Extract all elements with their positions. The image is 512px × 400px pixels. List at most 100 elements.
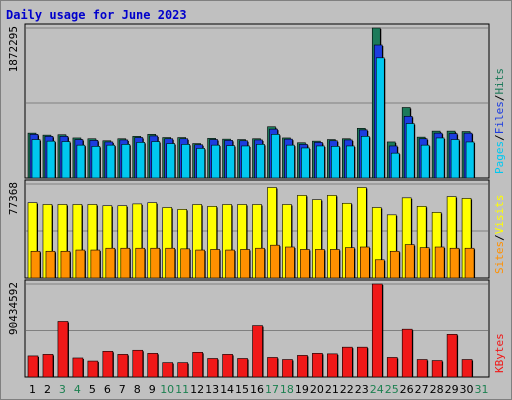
bar-kbytes-day-30 xyxy=(461,359,473,378)
day-label-31: 31 xyxy=(475,383,489,396)
bar-sites-day-20 xyxy=(315,249,325,279)
bar-pages-day-25 xyxy=(390,152,400,179)
day-label-2: 2 xyxy=(44,383,51,396)
legend-entry-kbytes-0: KBytes xyxy=(493,333,506,373)
day-label-16: 16 xyxy=(250,383,264,396)
bar-sites-day-25 xyxy=(389,250,400,279)
day-label-17: 17 xyxy=(265,383,279,396)
bar-sites-day-14 xyxy=(225,249,235,279)
day-label-19: 19 xyxy=(295,383,309,396)
bar-pages-day-24 xyxy=(375,57,385,179)
legend-visits-sites: Sites/Visits xyxy=(493,195,506,275)
bar-sites-day-11 xyxy=(180,248,190,279)
legend-entry-pages-files-hits-0: Pages xyxy=(493,141,506,174)
bar-kbytes-day-27 xyxy=(416,359,428,378)
bar-sites-day-9 xyxy=(150,247,161,279)
day-label-13: 13 xyxy=(205,383,219,396)
bar-sites-day-28 xyxy=(434,246,445,279)
bar-pages-day-17 xyxy=(271,134,280,179)
legend-entry-pages-files-hits-3: / xyxy=(493,95,506,102)
day-label-22: 22 xyxy=(340,383,354,396)
legend-entry-pages-files-hits-2: Files xyxy=(493,101,506,134)
bar-kbytes-day-28 xyxy=(431,360,443,378)
bar-pages-day-26 xyxy=(405,123,415,179)
legend-entry-pages-files-hits-4: Hits xyxy=(493,68,506,95)
bar-pages-day-27 xyxy=(420,144,430,179)
bar-kbytes-day-18 xyxy=(282,359,293,378)
bar-sites-day-5 xyxy=(90,249,101,279)
legend-pages-files-hits: Pages/Files/Hits xyxy=(493,68,506,174)
bar-pages-day-13 xyxy=(211,144,220,179)
bar-kbytes-day-7 xyxy=(117,354,129,378)
day-label-3: 3 xyxy=(59,383,66,396)
bar-sites-day-8 xyxy=(135,247,146,279)
bar-sites-day-15 xyxy=(240,249,250,279)
bar-sites-day-21 xyxy=(330,249,340,279)
bar-kbytes-day-23 xyxy=(356,346,368,378)
day-label-29: 29 xyxy=(445,383,459,396)
bar-pages-day-8 xyxy=(136,142,146,179)
bar-sites-day-26 xyxy=(404,244,415,279)
bar-sites-day-29 xyxy=(449,247,460,279)
bar-pages-day-4 xyxy=(76,144,86,179)
day-label-25: 25 xyxy=(385,383,399,396)
day-label-6: 6 xyxy=(104,383,111,396)
day-label-24: 24 xyxy=(370,383,384,396)
bar-sites-day-16 xyxy=(255,247,265,279)
bar-sites-day-22 xyxy=(345,247,355,279)
legend-entry-visits-sites-0: Sites xyxy=(493,241,506,274)
bar-sites-day-10 xyxy=(165,247,176,279)
bar-sites-day-18 xyxy=(285,246,295,279)
bar-sites-day-30 xyxy=(464,247,475,279)
chart-title: Daily usage for June 2023 xyxy=(6,8,187,22)
bar-pages-day-23 xyxy=(360,136,370,179)
day-label-26: 26 xyxy=(400,383,414,396)
legend-kbytes: KBytes xyxy=(493,333,506,373)
bar-kbytes-day-20 xyxy=(312,353,323,378)
day-label-11: 11 xyxy=(175,383,189,396)
ymax-label-kbytes: 90434592 xyxy=(7,282,20,335)
bar-pages-day-21 xyxy=(331,146,340,179)
bar-sites-day-1 xyxy=(30,250,41,279)
bar-pages-day-20 xyxy=(316,145,325,179)
bar-sites-day-12 xyxy=(195,249,205,279)
bar-kbytes-day-24 xyxy=(371,283,383,378)
bar-kbytes-day-16 xyxy=(252,325,263,378)
legend-entry-pages-files-hits-1: / xyxy=(493,134,506,141)
day-label-15: 15 xyxy=(235,383,249,396)
bar-sites-day-17 xyxy=(270,244,280,279)
bar-kbytes-day-5 xyxy=(87,360,99,378)
bar-kbytes-day-12 xyxy=(192,352,203,378)
bar-pages-day-2 xyxy=(46,140,56,179)
day-label-5: 5 xyxy=(89,383,96,396)
bar-kbytes-day-10 xyxy=(162,362,174,378)
bar-pages-day-9 xyxy=(151,141,161,179)
ymax-label-visits-sites: 77368 xyxy=(7,182,20,215)
day-label-23: 23 xyxy=(355,383,369,396)
bar-sites-day-19 xyxy=(300,249,310,279)
bar-sites-day-7 xyxy=(120,247,131,279)
bar-pages-day-11 xyxy=(181,144,190,179)
bar-kbytes-day-26 xyxy=(401,328,413,378)
legend-entry-visits-sites-1: / xyxy=(493,234,506,241)
bar-sites-day-27 xyxy=(419,247,430,279)
ymax-label-pages-files-hits: 1872295 xyxy=(7,26,20,72)
bar-kbytes-day-22 xyxy=(342,346,353,378)
legend-entry-visits-sites-2: Visits xyxy=(493,195,506,235)
bar-pages-day-15 xyxy=(241,145,250,179)
day-label-12: 12 xyxy=(190,383,204,396)
bar-kbytes-day-15 xyxy=(237,358,248,378)
bar-pages-day-5 xyxy=(91,146,101,179)
bar-kbytes-day-9 xyxy=(147,353,159,378)
day-label-27: 27 xyxy=(415,383,429,396)
bar-kbytes-day-21 xyxy=(327,353,338,378)
day-label-7: 7 xyxy=(119,383,126,396)
bar-kbytes-day-14 xyxy=(222,354,233,378)
bar-kbytes-day-1 xyxy=(27,355,39,378)
bar-pages-day-28 xyxy=(435,137,445,179)
day-label-18: 18 xyxy=(280,383,294,396)
bar-pages-day-1 xyxy=(31,139,41,179)
bar-sites-day-3 xyxy=(60,250,71,279)
bar-pages-day-3 xyxy=(61,141,71,179)
